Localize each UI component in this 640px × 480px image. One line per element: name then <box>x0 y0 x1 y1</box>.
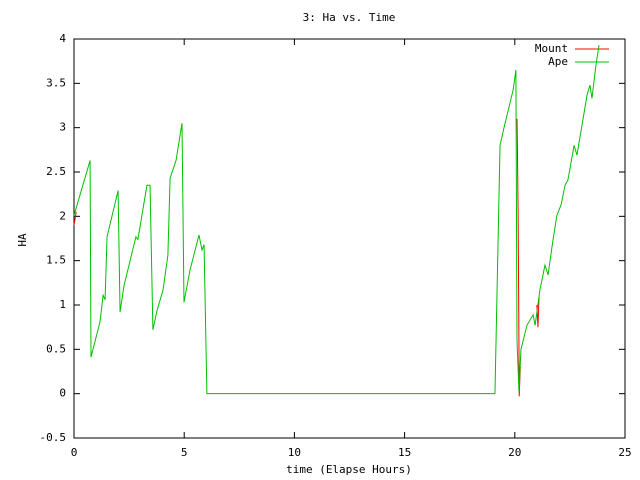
y-tick-label: 2.5 <box>46 165 66 178</box>
y-tick-label: 4 <box>59 32 66 45</box>
x-tick-label: 15 <box>398 446 411 459</box>
y-tick-label: 0.5 <box>46 342 66 355</box>
y-tick-label: 1 <box>59 298 66 311</box>
y-tick-label: 0 <box>59 387 66 400</box>
y-tick-label: 3.5 <box>46 76 66 89</box>
y-tick-label: 3 <box>59 121 66 134</box>
y-tick-label: 1.5 <box>46 254 66 267</box>
y-tick-label: -0.5 <box>40 431 67 444</box>
x-axis-label: time (Elapse Hours) <box>286 463 412 476</box>
x-tick-label: 10 <box>288 446 301 459</box>
x-tick-label: 5 <box>181 446 188 459</box>
y-axis-label: HA <box>16 233 29 247</box>
series-line <box>73 118 540 397</box>
y-tick-label: 2 <box>59 209 66 222</box>
x-tick-label: 0 <box>71 446 78 459</box>
x-tick-label: 25 <box>618 446 631 459</box>
series-line <box>73 45 600 395</box>
plot-frame <box>73 38 626 439</box>
chart-title: 3: Ha vs. Time <box>303 11 396 24</box>
legend-label: Ape <box>548 55 568 68</box>
legend-label: Mount <box>535 42 568 55</box>
x-tick-label: 20 <box>508 446 521 459</box>
